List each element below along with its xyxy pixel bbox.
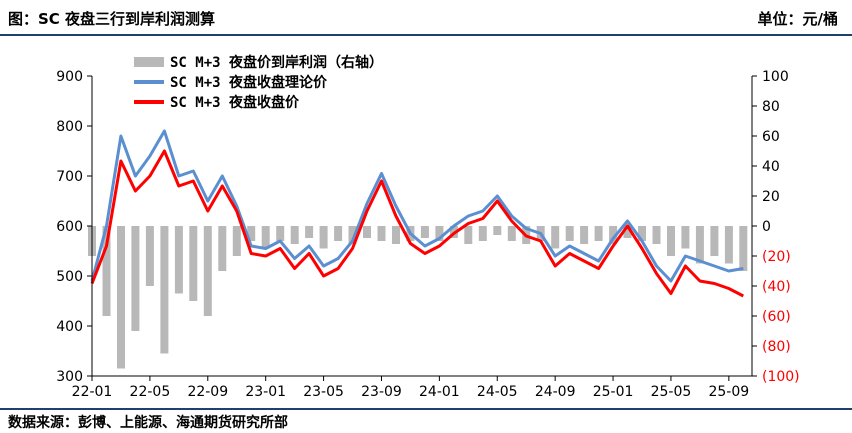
right-tick-label: 80 xyxy=(762,99,780,115)
x-tick-label: 24-05 xyxy=(477,384,518,400)
unit-label: 单位：元/桶 xyxy=(757,10,838,28)
price-lines xyxy=(90,129,744,298)
profit-bar xyxy=(145,226,154,286)
left-tick-label: 800 xyxy=(56,119,83,135)
right-tick-label: (80) xyxy=(762,339,791,355)
x-tick-label: 23-01 xyxy=(245,384,286,400)
profit-bar xyxy=(102,226,111,316)
profit-bar xyxy=(247,226,256,241)
profit-bar xyxy=(507,226,516,241)
left-tick-label: 900 xyxy=(56,69,83,85)
profit-bar xyxy=(348,226,357,244)
legend-label: SC M+3 夜盘价到岸利润（右轴） xyxy=(170,54,383,71)
profit-bar xyxy=(551,226,560,249)
profit-bar xyxy=(377,226,386,241)
profit-bar xyxy=(623,226,632,238)
right-tick-label: (40) xyxy=(762,279,791,295)
profit-bar xyxy=(435,226,444,241)
profit-bar xyxy=(609,226,618,244)
x-tick-label: 22-01 xyxy=(72,384,113,400)
profit-bar xyxy=(334,226,343,241)
profit-bar xyxy=(218,226,227,271)
right-tick-label: (100) xyxy=(762,369,800,385)
header-rule xyxy=(0,34,852,36)
right-tick-label: (60) xyxy=(762,309,791,325)
profit-bar xyxy=(363,226,371,238)
right-tick-label: 100 xyxy=(762,69,789,85)
x-tick-label: 25-09 xyxy=(708,384,749,400)
close-price-line xyxy=(90,149,744,298)
profit-bar xyxy=(739,226,748,271)
x-tick-label: 22-05 xyxy=(130,384,171,400)
x-tick-label: 23-09 xyxy=(361,384,402,400)
chart-header: 图：SC 夜盘三行到岸利润测算 单位：元/桶 xyxy=(0,0,852,34)
profit-bar xyxy=(117,226,125,369)
left-tick-label: 500 xyxy=(56,269,83,285)
right-tick-label: 20 xyxy=(762,189,780,205)
profit-bar xyxy=(565,226,574,241)
profit-bar xyxy=(276,226,285,241)
profit-bar xyxy=(594,226,603,241)
right-tick-label: (20) xyxy=(762,249,791,265)
profit-bar xyxy=(305,226,314,238)
legend-label: SC M+3 夜盘收盘理论价 xyxy=(170,74,328,91)
chart-axes: 300400500600700800900(100)(80)(60)(40)(2… xyxy=(56,69,799,400)
right-tick-label: 0 xyxy=(762,219,771,235)
profit-bar xyxy=(261,226,270,249)
legend-swatch-bar xyxy=(134,57,164,67)
right-tick-label: 40 xyxy=(762,159,780,175)
profit-bar xyxy=(667,226,675,256)
profit-bar xyxy=(290,226,299,244)
profit-bar xyxy=(652,226,661,244)
left-tick-label: 700 xyxy=(56,169,83,185)
x-tick-label: 25-01 xyxy=(593,384,634,400)
profit-bar xyxy=(189,226,198,301)
profit-bar xyxy=(160,226,169,354)
x-tick-label: 23-05 xyxy=(303,384,344,400)
profit-bar xyxy=(131,226,140,331)
x-tick-label: 22-09 xyxy=(187,384,228,400)
profit-bar xyxy=(724,226,733,264)
profit-bar xyxy=(392,226,400,244)
profit-bar xyxy=(493,226,502,235)
left-tick-label: 600 xyxy=(56,219,83,235)
profit-bar xyxy=(420,226,429,238)
theory-price-line xyxy=(90,129,744,283)
right-tick-label: 60 xyxy=(762,129,780,145)
profit-bar xyxy=(638,226,646,241)
profit-bar xyxy=(174,226,183,294)
chart-legend: SC M+3 夜盘价到岸利润（右轴） SC M+3 夜盘收盘理论价 SC M+3 夜… xyxy=(134,54,383,111)
footer-rule xyxy=(0,408,852,410)
chart-title: 图：SC 夜盘三行到岸利润测算 xyxy=(8,10,216,28)
legend-label: SC M+3 夜盘收盘价 xyxy=(170,94,300,111)
profit-bar xyxy=(681,226,690,249)
left-tick-label: 300 xyxy=(56,369,83,385)
x-tick-label: 25-05 xyxy=(651,384,692,400)
left-tick-label: 400 xyxy=(56,319,83,335)
profit-bar xyxy=(203,226,212,316)
profit-bar xyxy=(319,226,328,249)
profit-bar xyxy=(478,226,487,241)
profit-bar xyxy=(464,226,473,244)
profit-bar xyxy=(695,226,704,264)
profit-bar xyxy=(710,226,719,256)
source-note: 数据来源：彭博、上能源、海通期货研究所部 xyxy=(8,415,288,431)
x-tick-label: 24-01 xyxy=(419,384,460,400)
x-tick-label: 24-09 xyxy=(535,384,576,400)
profit-bar xyxy=(580,226,589,244)
profit-bar xyxy=(232,226,241,256)
